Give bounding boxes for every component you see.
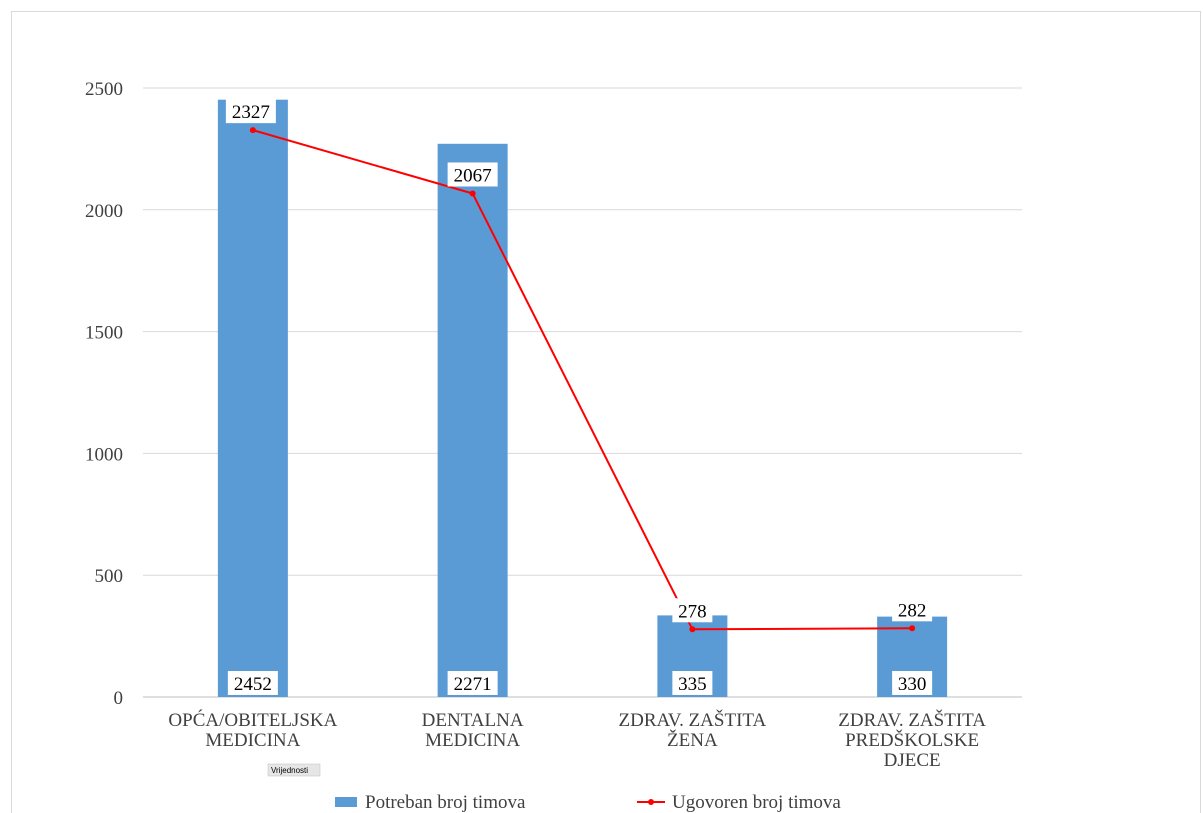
svg-text:2327: 2327	[232, 102, 270, 123]
y-tick-label: 1500	[85, 323, 123, 344]
legend-item-bar: Potreban broj timova	[335, 792, 526, 813]
y-tick-label: 0	[114, 688, 124, 709]
bar-data-label: 330	[892, 671, 932, 695]
line-point	[689, 626, 695, 632]
x-category-label: DENTALNA MEDICINA	[422, 710, 524, 751]
bar	[438, 144, 508, 697]
field-button[interactable]: Vrijednosti	[268, 764, 320, 776]
y-tick-label: 1000	[85, 444, 123, 465]
line-path	[253, 130, 912, 629]
bar-data-label: 335	[672, 671, 712, 695]
svg-text:Potreban broj timova: Potreban broj timova	[365, 792, 526, 813]
bar-data-label: 2452	[228, 671, 278, 695]
bar-data-labels: 2452 2271 335 330	[228, 671, 932, 695]
line-point	[909, 625, 915, 631]
line-data-label: 282	[892, 597, 932, 621]
bar	[218, 100, 288, 697]
y-tick-label: 2500	[85, 79, 123, 100]
line-data-label: 2067	[448, 162, 498, 186]
y-tick-label: 2000	[85, 201, 123, 222]
line-point	[470, 190, 476, 196]
bar-data-label: 2271	[448, 671, 498, 695]
svg-text:2452: 2452	[234, 674, 272, 695]
line-data-label: 278	[672, 598, 712, 622]
svg-text:278: 278	[678, 601, 707, 622]
field-button-label: Vrijednosti	[271, 766, 308, 775]
x-category-label: ZDRAV. ZAŠTITA ŽENA	[619, 709, 767, 751]
svg-text:Ugovoren broj timova: Ugovoren broj timova	[672, 792, 841, 813]
y-axis-ticks: 0 500 1000 1500 2000 2500	[85, 79, 123, 709]
line-series	[250, 127, 915, 632]
svg-text:2067: 2067	[454, 165, 492, 186]
legend-swatch-bar	[335, 797, 357, 807]
line-point	[250, 127, 256, 133]
x-axis-categories: OPĆA/OBITELJSKA MEDICINA DENTALNA MEDICINA Z…	[168, 709, 986, 771]
svg-text:2271: 2271	[454, 674, 492, 695]
svg-text:335: 335	[678, 674, 707, 695]
line-data-label: 2327	[226, 99, 276, 123]
svg-text:282: 282	[898, 600, 927, 621]
x-category-label: ZDRAV. ZAŠTITA PREDŠKOLSKE DJECE	[838, 709, 986, 771]
y-tick-label: 500	[95, 566, 124, 587]
x-category-label: OPĆA/OBITELJSKA MEDICINA	[168, 709, 337, 751]
svg-text:330: 330	[898, 674, 927, 695]
bar-series	[218, 100, 947, 697]
line-data-labels: 2327 2067 278 282	[226, 99, 932, 622]
legend: Potreban broj timova Ugovoren broj timova	[335, 792, 841, 813]
legend-item-line: Ugovoren broj timova	[637, 792, 841, 813]
